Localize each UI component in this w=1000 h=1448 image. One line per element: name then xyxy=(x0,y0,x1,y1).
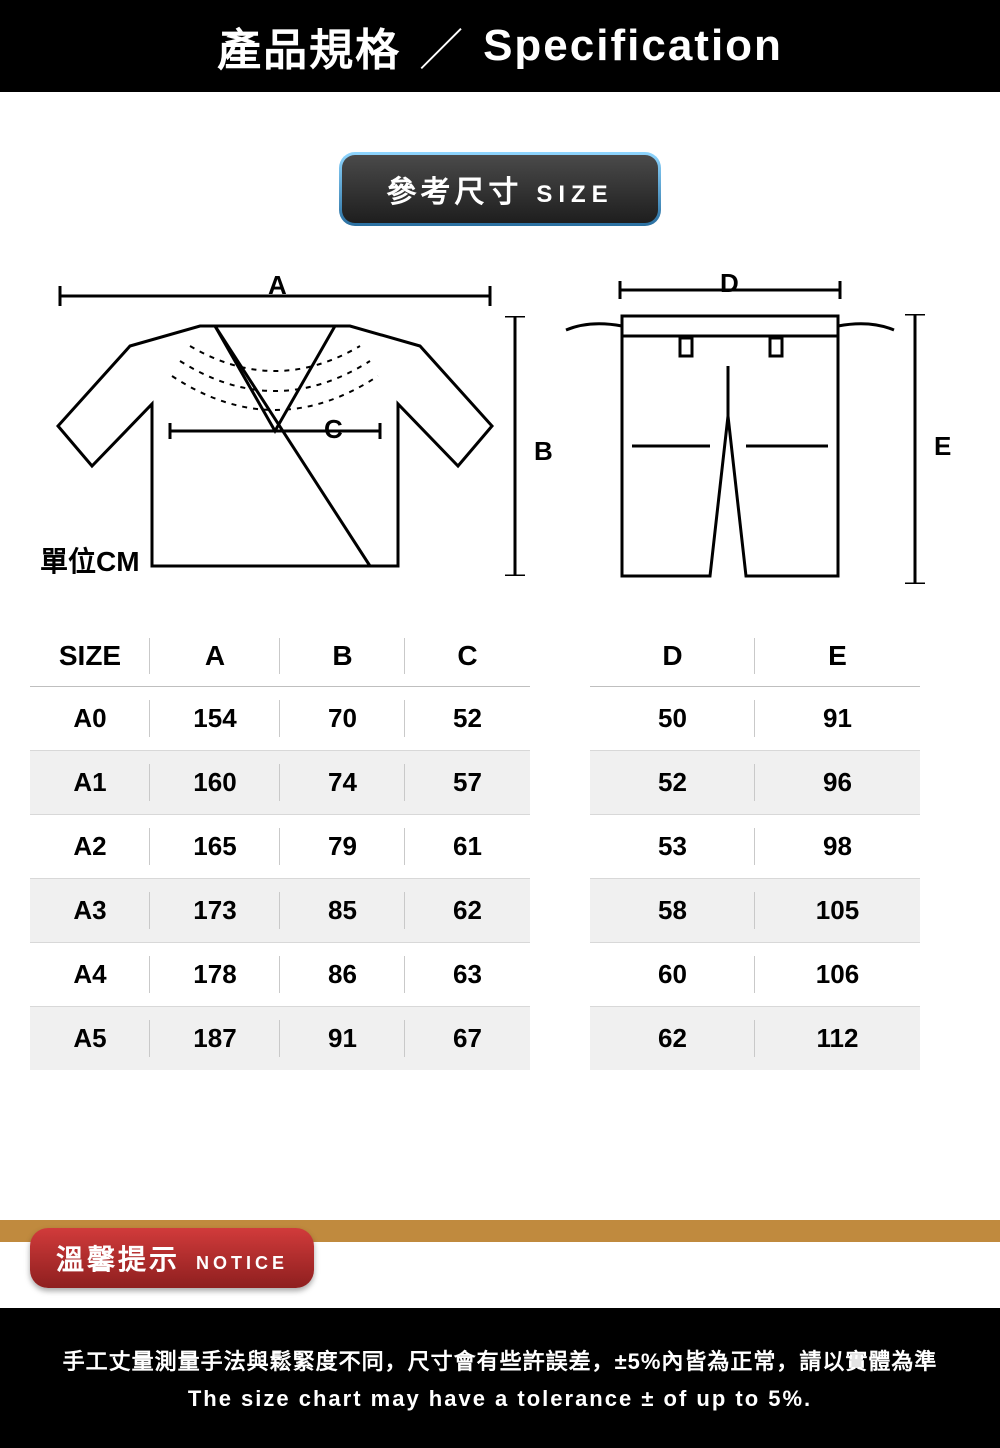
table-cell: 62 xyxy=(590,1007,755,1071)
size-tables: SIZEABC A01547052A11607457A21657961A3173… xyxy=(0,576,1000,1070)
table-header: B xyxy=(280,626,405,687)
table-cell: 58 xyxy=(590,879,755,943)
unit-label: 單位CM xyxy=(40,540,140,580)
table-cell: A3 xyxy=(30,879,150,943)
table-cell: 178 xyxy=(150,943,280,1007)
table-cell: 160 xyxy=(150,751,280,815)
table-cell: 86 xyxy=(280,943,405,1007)
table-header: D xyxy=(590,626,755,687)
size-pill-zh: 參考尺寸 xyxy=(386,167,522,211)
table-row: 60106 xyxy=(590,943,920,1007)
table-cell: 79 xyxy=(280,815,405,879)
notice-zh: 溫馨提示 xyxy=(56,1238,180,1278)
footer-zh: 手工丈量測量手法與鬆緊度不同，尺寸會有些許誤差，±5%內皆為正常，請以實體為準 xyxy=(63,1344,938,1376)
table-cell: A5 xyxy=(30,1007,150,1071)
table-cell: 52 xyxy=(405,687,530,751)
table-cell: 173 xyxy=(150,879,280,943)
notice-pill: 溫馨提示 NOTICE xyxy=(30,1228,314,1288)
footer-en: The size chart may have a tolerance ± of… xyxy=(188,1386,812,1412)
size-pill-inner: 參考尺寸 SIZE xyxy=(342,155,657,223)
table-row: 5091 xyxy=(590,687,920,751)
header-en: Specification xyxy=(483,21,783,71)
table-jacket: SIZEABC A01547052A11607457A21657961A3173… xyxy=(30,626,530,1070)
table-cell: 98 xyxy=(755,815,920,879)
table-cell: 67 xyxy=(405,1007,530,1071)
table-cell: A1 xyxy=(30,751,150,815)
header-slash: ／ xyxy=(419,14,465,78)
table-row: 5398 xyxy=(590,815,920,879)
notice-en: NOTICE xyxy=(196,1253,288,1274)
table-cell: 61 xyxy=(405,815,530,879)
table-cell: 91 xyxy=(280,1007,405,1071)
table-header: A xyxy=(150,626,280,687)
table-cell: 165 xyxy=(150,815,280,879)
table-row: 62112 xyxy=(590,1007,920,1071)
table-row: A31738562 xyxy=(30,879,530,943)
footer-band: 手工丈量測量手法與鬆緊度不同，尺寸會有些許誤差，±5%內皆為正常，請以實體為準 … xyxy=(0,1308,1000,1448)
diagram-area: A C B xyxy=(0,276,1000,576)
table-header: SIZE xyxy=(30,626,150,687)
table-row: 58105 xyxy=(590,879,920,943)
table-cell: 154 xyxy=(150,687,280,751)
table-cell: 112 xyxy=(755,1007,920,1071)
table-row: A01547052 xyxy=(30,687,530,751)
dim-C: C xyxy=(324,414,343,445)
table-cell: 63 xyxy=(405,943,530,1007)
table-cell: 52 xyxy=(590,751,755,815)
table-row: A51879167 xyxy=(30,1007,530,1071)
dim-B: B xyxy=(534,436,553,467)
table-cell: 85 xyxy=(280,879,405,943)
dim-D: D xyxy=(720,268,739,299)
table-cell: 50 xyxy=(590,687,755,751)
size-pill-wrap: 參考尺寸 SIZE xyxy=(0,152,1000,226)
table-pants: DE 509152965398581056010662112 xyxy=(590,626,920,1070)
table-header: E xyxy=(755,626,920,687)
table-header: C xyxy=(405,626,530,687)
table-row: A41788663 xyxy=(30,943,530,1007)
pants-diagram: D E xyxy=(560,276,960,576)
table-cell: 70 xyxy=(280,687,405,751)
table-cell: A0 xyxy=(30,687,150,751)
table-cell: 91 xyxy=(755,687,920,751)
table-cell: A4 xyxy=(30,943,150,1007)
table-row: A11607457 xyxy=(30,751,530,815)
table-cell: A2 xyxy=(30,815,150,879)
table-row: A21657961 xyxy=(30,815,530,879)
header-band: 產品規格 ／ Specification xyxy=(0,0,1000,92)
size-pill-en: SIZE xyxy=(536,181,613,209)
table-cell: 96 xyxy=(755,751,920,815)
table-row: 5296 xyxy=(590,751,920,815)
table-cell: 106 xyxy=(755,943,920,1007)
table-cell: 187 xyxy=(150,1007,280,1071)
table-cell: 53 xyxy=(590,815,755,879)
table-cell: 62 xyxy=(405,879,530,943)
table-cell: 105 xyxy=(755,879,920,943)
size-pill: 參考尺寸 SIZE xyxy=(339,152,660,226)
header-zh: 產品規格 xyxy=(217,14,401,78)
table-cell: 74 xyxy=(280,751,405,815)
dim-A: A xyxy=(268,270,287,301)
table-cell: 57 xyxy=(405,751,530,815)
jacket-diagram: A C B xyxy=(40,276,510,576)
dim-E: E xyxy=(934,431,951,462)
table-cell: 60 xyxy=(590,943,755,1007)
